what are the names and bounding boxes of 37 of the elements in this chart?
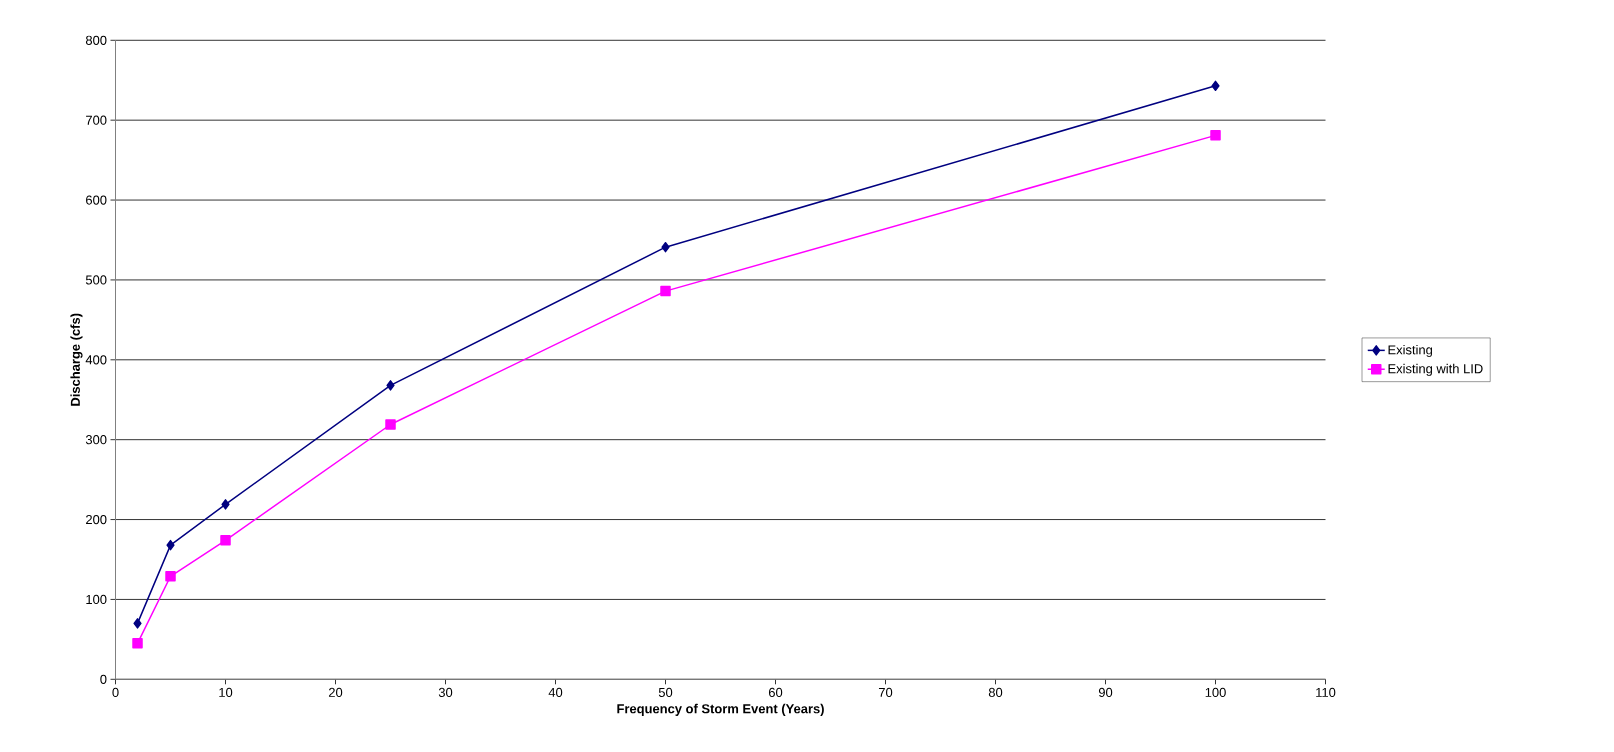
y-axis-title: Discharge (cfs) bbox=[70, 313, 83, 406]
point bbox=[220, 535, 231, 546]
point bbox=[165, 571, 176, 582]
point bbox=[385, 419, 396, 430]
point bbox=[1210, 130, 1221, 141]
y-tick-label: 200 bbox=[86, 514, 107, 525]
x-tick-label: 50 bbox=[658, 687, 673, 697]
point bbox=[1211, 80, 1220, 92]
point bbox=[166, 539, 175, 551]
y-tick-label: 800 bbox=[85, 35, 107, 45]
y-tick-label: 500 bbox=[85, 275, 107, 285]
x-tick-label: 100 bbox=[1205, 687, 1226, 697]
point bbox=[661, 241, 670, 253]
point bbox=[132, 638, 143, 649]
x-axis-title: Frequency of Storm Event (Years) bbox=[617, 703, 824, 716]
x-tick-label: 110 bbox=[1316, 687, 1336, 697]
point bbox=[221, 499, 230, 510]
x-tick-label: 60 bbox=[768, 687, 783, 697]
x-tick-label: 70 bbox=[878, 687, 893, 697]
y-tick-label: 100 bbox=[86, 594, 107, 605]
point bbox=[660, 285, 671, 297]
legend-label: Existing with LID bbox=[1388, 363, 1483, 376]
x-tick-label: 80 bbox=[988, 687, 1003, 697]
x-tick-label: 90 bbox=[1098, 687, 1113, 697]
x-tick-label: 10 bbox=[219, 687, 233, 697]
x-tick-label: 20 bbox=[328, 687, 343, 697]
legend-label: Existing bbox=[1388, 344, 1433, 357]
point bbox=[386, 380, 395, 391]
y-tick-label: 300 bbox=[85, 435, 107, 445]
y-tick-label: 0 bbox=[100, 674, 107, 684]
x-tick-label: 40 bbox=[548, 687, 563, 697]
y-tick-label: 600 bbox=[86, 195, 107, 205]
point bbox=[133, 618, 142, 629]
x-tick-label: 0 bbox=[112, 687, 119, 697]
x-tick-label: 30 bbox=[438, 687, 453, 697]
y-tick-label: 700 bbox=[86, 115, 107, 125]
y-tick-label: 400 bbox=[85, 355, 107, 365]
